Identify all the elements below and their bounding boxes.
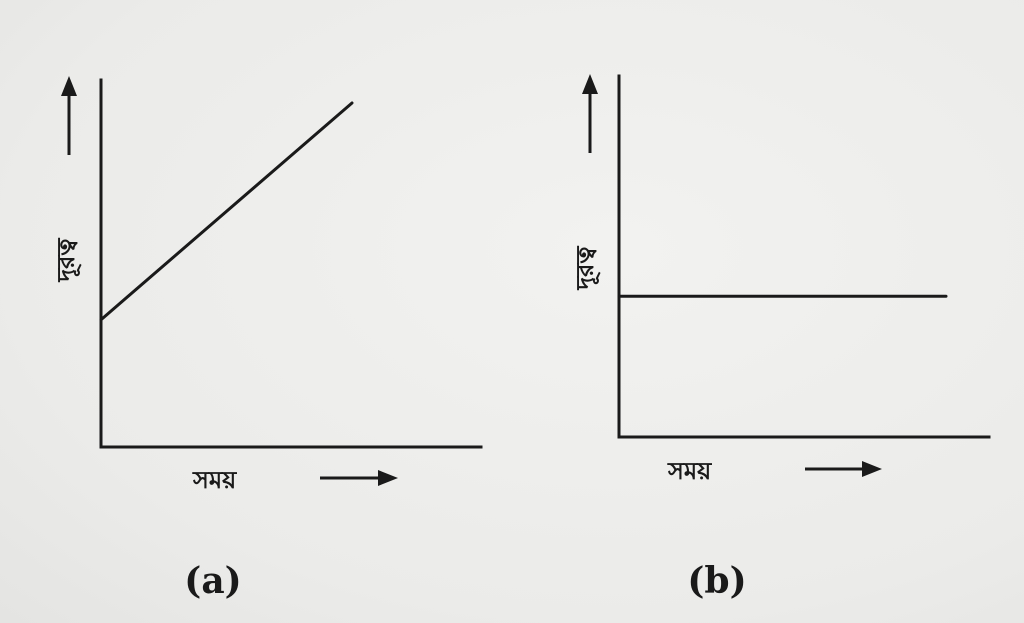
- chart-b-panel-label: (b): [687, 560, 746, 602]
- chart-b-y-label: দূরত্ব: [571, 246, 600, 291]
- chart-a-y-label: দূরত্ব: [52, 238, 81, 283]
- chart-b-y-arrow: [582, 74, 598, 153]
- chart-a-x-arrow: [320, 470, 398, 486]
- chart-a-y-arrow: [61, 76, 77, 155]
- chart-a-x-label: সময়: [192, 466, 237, 494]
- chart-b: দূরত্ব সময় (b): [571, 74, 991, 602]
- chart-b-x-arrow: [805, 461, 882, 477]
- chart-a-series-line: [99, 101, 354, 322]
- chart-b-x-label: সময়: [667, 457, 712, 485]
- chart-a-panel-label: (a): [184, 560, 241, 602]
- chart-a: দূরত্ব সময় (a): [52, 76, 483, 602]
